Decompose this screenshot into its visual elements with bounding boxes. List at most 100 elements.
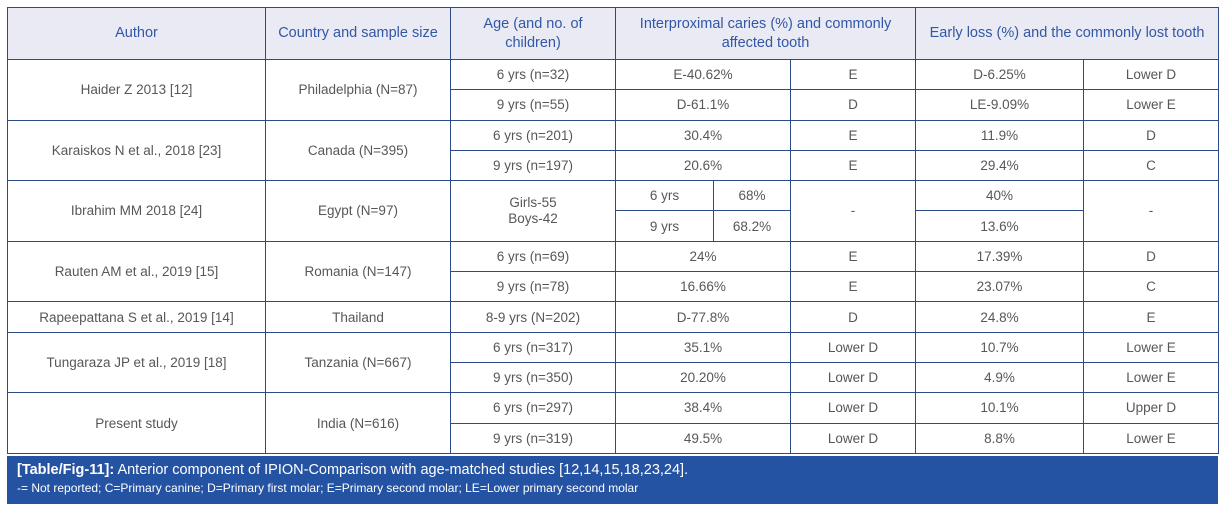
affected-tooth-cell: - [789, 180, 917, 242]
age-cell: 8-9 yrs (N=202) [450, 301, 616, 333]
early-loss-cell: 4.9% [915, 361, 1085, 394]
author-cell: Tungaraza JP et al., 2019 [18] [7, 331, 266, 394]
caries-cell: 20.6% [615, 149, 791, 182]
caption-label: [Table/Fig-11]: [17, 461, 115, 478]
table-header: Author Country and sample size Age (and … [7, 7, 1220, 60]
caries-cell: 16.66% [615, 271, 791, 303]
age-cell: 6 yrs (n=201) [450, 119, 616, 151]
affected-tooth-cell: E [789, 119, 917, 151]
affected-tooth-cell: Lower D [789, 392, 917, 424]
age-cell: 6 yrs (n=317) [450, 331, 616, 363]
header-age: Age (and no. of children) [450, 7, 616, 60]
caries-cell: 38.4% [615, 392, 791, 424]
table-row: Tungaraza JP et al., 2019 [18] Tanzania … [7, 331, 1220, 394]
affected-tooth-cell: E [789, 271, 917, 303]
early-loss-cell: 11.9% [915, 119, 1085, 151]
affected-tooth-cell: E [789, 58, 917, 91]
caries-cell: 24% [615, 240, 791, 273]
table-row: 9 yrs (n=197) 20.6% E 29.4% C [8, 149, 1220, 182]
table-caption: [Table/Fig-11]: Anterior component of IP… [17, 461, 1208, 481]
table-row: Haider Z 2013 [12] Philadelphia (N=87) 6… [7, 58, 1220, 121]
author-cell: Rauten AM et al., 2019 [15] [7, 240, 266, 303]
early-loss-cell: 24.8% [915, 301, 1085, 333]
early-loss-cell: 40% [915, 180, 1085, 212]
country-cell: Romania (N=147) [265, 240, 451, 303]
header-caries-group: Interproximal caries (%) and commonly af… [614, 7, 917, 60]
age-cell: 9 yrs (n=55) [450, 89, 616, 121]
country-cell: Philadelphia (N=87) [265, 59, 451, 121]
lost-tooth-cell: Lower D [1083, 58, 1220, 91]
lost-tooth-cell: - [1083, 180, 1220, 242]
age-subgroup-cell: 6 yrs [615, 180, 714, 212]
lost-tooth-cell: Lower E [1083, 361, 1220, 394]
header-country: Country and sample size [265, 7, 451, 60]
age-cell: 9 yrs (n=197) [450, 149, 616, 182]
affected-tooth-cell: D [789, 301, 917, 333]
table-row: Ibrahim MM 2018 [24] Egypt (N=97) Girls-… [7, 180, 1220, 242]
author-cell: Ibrahim MM 2018 [24] [7, 180, 266, 242]
table-row: Present study India (N=616) 6 yrs (n=297… [7, 392, 1220, 454]
country-cell: Egypt (N=97) [265, 180, 451, 242]
lost-tooth-cell: Lower E [1083, 331, 1220, 363]
caries-cell: 30.4% [615, 119, 791, 151]
table-row: 9 yrs (n=78) 16.66% E 23.07% C [8, 271, 1220, 303]
age-cell: 9 yrs (n=78) [450, 271, 616, 303]
lost-tooth-cell: D [1083, 240, 1220, 273]
header-author: Author [7, 7, 266, 60]
caries-cell: D-77.8% [615, 301, 791, 333]
age-subgroup-cell: 9 yrs [615, 210, 714, 242]
age-cell: 9 yrs (n=319) [450, 422, 616, 454]
caption-text: Anterior component of IPION-Comparison w… [114, 461, 689, 478]
country-cell: Thailand [265, 301, 451, 333]
affected-tooth-cell: E [789, 149, 917, 182]
table-row: 9 yrs 68.2% 13.6% [8, 210, 1219, 242]
table-body: Haider Z 2013 [12] Philadelphia (N=87) 6… [7, 58, 1220, 454]
header-early-loss-group: Early loss (%) and the commonly lost too… [915, 7, 1220, 60]
caries-cell: 68.2% [713, 210, 791, 242]
age-cell: 9 yrs (n=350) [450, 361, 616, 394]
affected-tooth-cell: Lower D [789, 331, 917, 363]
age-cell: 6 yrs (n=32) [450, 58, 616, 91]
lost-tooth-cell: Lower E [1083, 89, 1220, 121]
table-row: 9 yrs (n=350) 20.20% Lower D 4.9% Lower … [8, 361, 1220, 394]
early-loss-cell: LE-9.09% [915, 89, 1085, 121]
table-row: Rapeepattana S et al., 2019 [14] Thailan… [7, 301, 1220, 333]
caries-cell: D-61.1% [615, 89, 791, 121]
caries-cell: 49.5% [615, 422, 791, 454]
country-cell: Tanzania (N=667) [265, 331, 451, 394]
table-legend: -= Not reported; C=Primary canine; D=Pri… [17, 481, 639, 496]
early-loss-cell: 17.39% [915, 240, 1085, 273]
lost-tooth-cell: E [1083, 301, 1220, 333]
table-row: 9 yrs (n=55) D-61.1% D LE-9.09% Lower E [8, 89, 1220, 121]
early-loss-cell: 10.7% [915, 331, 1085, 363]
table-row: 9 yrs (n=319) 49.5% Lower D 8.8% Lower E [8, 422, 1220, 454]
lost-tooth-cell: Lower E [1083, 422, 1220, 454]
early-loss-cell: 29.4% [915, 149, 1085, 182]
caries-cell: E-40.62% [615, 58, 791, 91]
early-loss-cell: 8.8% [915, 422, 1085, 454]
affected-tooth-cell: Lower D [789, 422, 917, 454]
lost-tooth-cell: C [1083, 149, 1220, 182]
author-cell: Karaiskos N et al., 2018 [23] [7, 119, 266, 182]
author-cell: Haider Z 2013 [12] [7, 59, 266, 121]
early-loss-cell: 13.6% [915, 210, 1085, 242]
caries-cell: 20.20% [615, 361, 791, 394]
early-loss-cell: 23.07% [915, 271, 1085, 303]
age-cell: 6 yrs (n=297) [450, 392, 616, 424]
caries-cell: 35.1% [615, 331, 791, 363]
header-row: Author Country and sample size Age (and … [7, 7, 1220, 60]
affected-tooth-cell: D [789, 89, 917, 121]
affected-tooth-cell: Lower D [789, 361, 917, 394]
age-cell: 6 yrs (n=69) [450, 240, 616, 273]
lost-tooth-cell: C [1083, 271, 1220, 303]
author-cell: Present study [7, 392, 266, 454]
age-cell: Girls-55 Boys-42 [450, 180, 616, 242]
table-row: Karaiskos N et al., 2018 [23] Canada (N=… [7, 119, 1220, 182]
affected-tooth-cell: E [789, 240, 917, 273]
country-cell: Canada (N=395) [265, 119, 451, 182]
lost-tooth-cell: Upper D [1083, 392, 1220, 424]
country-cell: India (N=616) [265, 392, 451, 454]
author-cell: Rapeepattana S et al., 2019 [14] [7, 301, 266, 333]
table-caption-bar: [Table/Fig-11]: Anterior component of IP… [7, 455, 1218, 504]
